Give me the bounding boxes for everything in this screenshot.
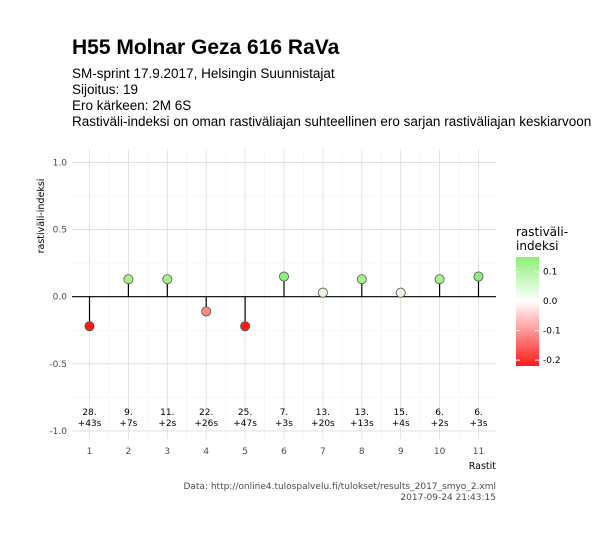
legend-title: rastiväli- bbox=[516, 225, 568, 239]
x-tick-label: 6 bbox=[281, 447, 287, 457]
data-point bbox=[162, 274, 173, 285]
y-tick-label: 0.5 bbox=[53, 226, 67, 236]
x-tick-label: 3 bbox=[164, 447, 170, 457]
x-tick-label: 8 bbox=[359, 447, 365, 457]
annotation-time: +2s bbox=[431, 419, 449, 429]
y-tick-label: 0.0 bbox=[53, 293, 68, 303]
color-legend: rastiväli-indeksi 0.1 0.0 -0.1 -0.2 bbox=[516, 225, 568, 366]
x-tick-label: 5 bbox=[242, 447, 248, 457]
annotation-time: +3s bbox=[470, 419, 488, 429]
data-point bbox=[278, 271, 289, 282]
data-point bbox=[395, 287, 406, 298]
data-point bbox=[434, 274, 445, 285]
annotation-placement: 22. bbox=[199, 408, 213, 418]
caption-line: 2017-09-24 21:43:15 bbox=[400, 493, 496, 503]
y-tick-label: -0.5 bbox=[49, 360, 67, 370]
chart-subtitle: SM-sprint 17.9.2017, Helsingin Suunnista… bbox=[72, 66, 591, 129]
annotation-placement: 7. bbox=[280, 408, 289, 418]
annotation-placement: 6. bbox=[474, 408, 483, 418]
x-tick-label: 7 bbox=[320, 447, 326, 457]
data-point bbox=[240, 321, 251, 332]
x-axis-title: Rastit bbox=[469, 461, 497, 472]
subtitle-line: Rastiväli-indeksi on oman rastiväliajan … bbox=[72, 114, 591, 129]
annotation-placement: 25. bbox=[238, 408, 252, 418]
y-tick-label: 1.0 bbox=[53, 158, 68, 168]
y-axis-title: rastiväli-indeksi bbox=[36, 179, 47, 254]
legend-tick-label: -0.1 bbox=[543, 327, 561, 337]
legend-tick-label: -0.2 bbox=[543, 356, 561, 366]
legend-title: indeksi bbox=[516, 239, 558, 253]
data-point bbox=[123, 274, 134, 285]
annotation-time: +47s bbox=[233, 419, 257, 429]
subtitle-line: Ero kärkeen: 2M 6S bbox=[72, 98, 191, 113]
subtitle-line: Sijoitus: 19 bbox=[72, 82, 138, 97]
subtitle-line: SM-sprint 17.9.2017, Helsingin Suunnista… bbox=[72, 66, 335, 81]
x-tick-label: 1 bbox=[87, 447, 93, 457]
caption-line: Data: http://online4.tulospalvelu.fi/tul… bbox=[183, 482, 496, 492]
annotation-time: +26s bbox=[194, 419, 218, 429]
x-tick-label: 4 bbox=[203, 447, 209, 457]
annotation-time: +43s bbox=[78, 419, 102, 429]
annotation-placement: 13. bbox=[355, 408, 369, 418]
x-tick-label: 10 bbox=[434, 447, 446, 457]
y-tick-label: -1.0 bbox=[49, 427, 67, 437]
legend-tick-label: 0.0 bbox=[543, 297, 558, 307]
annotation-time: +3s bbox=[275, 419, 293, 429]
annotation-time: +2s bbox=[158, 419, 176, 429]
annotation-time: +20s bbox=[311, 419, 335, 429]
annotation-placement: 13. bbox=[316, 408, 330, 418]
data-point bbox=[317, 287, 328, 298]
data-point bbox=[84, 321, 95, 332]
data-point bbox=[356, 274, 367, 285]
data-point bbox=[201, 306, 212, 317]
annotation-placement: 9. bbox=[124, 408, 133, 418]
data-point bbox=[473, 271, 484, 282]
x-tick-label: 9 bbox=[398, 447, 404, 457]
annotation-time: +13s bbox=[350, 419, 374, 429]
legend-colorbar bbox=[516, 257, 539, 366]
annotation-time: +7s bbox=[119, 419, 137, 429]
legend-tick-label: 0.1 bbox=[543, 268, 557, 278]
annotation-placement: 11. bbox=[160, 408, 174, 418]
plot-panel: 1.00.50.0-0.5-1.01 2 3 4 5 6 7 8 9 10 1128.+43s9.+… bbox=[49, 149, 496, 457]
x-tick-label: 11 bbox=[473, 447, 484, 457]
annotation-placement: 28. bbox=[82, 408, 96, 418]
data-caption: Data: http://online4.tulospalvelu.fi/tul… bbox=[183, 482, 496, 503]
annotation-placement: 6. bbox=[435, 408, 444, 418]
chart-title: H55 Molnar Geza 616 RaVa bbox=[72, 36, 340, 59]
annotation-time: +4s bbox=[392, 419, 410, 429]
x-tick-label: 2 bbox=[126, 447, 132, 457]
annotation-placement: 15. bbox=[394, 408, 408, 418]
